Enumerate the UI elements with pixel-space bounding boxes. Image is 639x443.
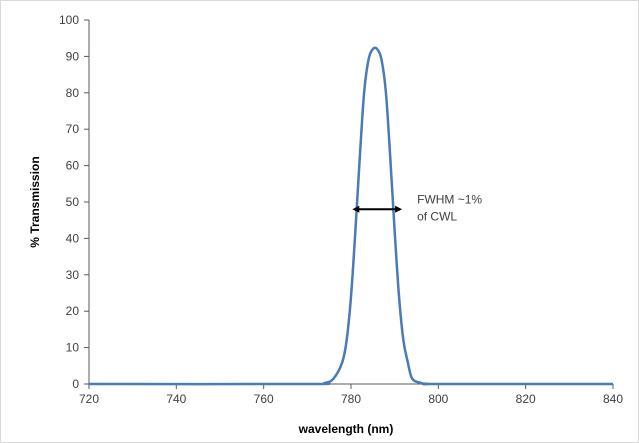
x-axis-title: wavelength (nm) [298,422,394,436]
series-group [88,46,613,386]
x-tick-label: 720 [79,392,99,406]
y-tick-label: 0 [72,377,79,391]
y-axis-title: % Transmission [28,156,42,247]
x-tick-label: 840 [603,392,623,406]
y-tick-label: 90 [66,49,80,63]
y-tick-label: 10 [66,341,80,355]
fwhm-label-line: FWHM ~1% [417,192,482,206]
x-tick-label: 740 [166,392,186,406]
y-tick-label: 100 [59,13,79,27]
fwhm-arrowhead-left [352,205,360,213]
fwhm-label-line: of CWL [417,209,457,223]
y-tick-label: 40 [66,231,80,245]
y-tick-label: 80 [66,86,80,100]
y-tick-label: 50 [66,195,80,209]
fwhm-arrowhead-right [395,205,403,213]
y-tick-label: 30 [66,268,80,282]
x-tick-label: 820 [516,392,536,406]
y-tick-label: 60 [66,159,80,173]
transmission-curve [88,46,613,386]
y-axis-ticks: 0 10 20 30 40 50 60 70 80 90 100 [59,13,89,391]
x-tick-label: 800 [428,392,448,406]
y-tick-label: 20 [66,304,80,318]
x-tick-label: 780 [341,392,361,406]
x-tick-label: 760 [254,392,274,406]
fwhm-annotation: FWHM ~1% of CWL [352,192,482,223]
y-tick-label: 70 [66,122,80,136]
x-axis-ticks: 720 740 760 780 800 820 840 [79,384,623,406]
